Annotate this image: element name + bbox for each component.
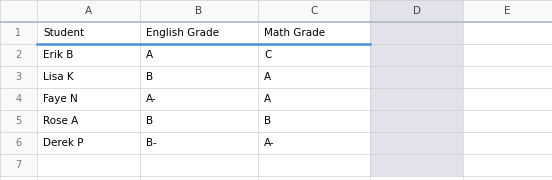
- Bar: [0, 44, 37, 66]
- Text: Lisa K: Lisa K: [43, 72, 73, 82]
- Bar: [258, 22, 370, 44]
- Bar: [37, 44, 140, 66]
- Bar: [258, 0, 370, 22]
- Text: B: B: [195, 6, 203, 16]
- Bar: [0, 132, 37, 154]
- Bar: [370, 44, 463, 66]
- Text: C: C: [310, 6, 318, 16]
- Bar: [37, 132, 140, 154]
- Bar: [463, 110, 552, 132]
- Text: 4: 4: [15, 94, 22, 104]
- Bar: [140, 0, 258, 22]
- Bar: [370, 88, 463, 110]
- Text: Rose A: Rose A: [43, 116, 78, 126]
- Bar: [463, 66, 552, 88]
- Bar: [0, 110, 37, 132]
- Bar: [463, 22, 552, 44]
- Text: English Grade: English Grade: [146, 28, 219, 38]
- Bar: [370, 110, 463, 132]
- Bar: [37, 0, 140, 22]
- Bar: [140, 88, 258, 110]
- Text: 5: 5: [15, 116, 22, 126]
- Text: 1: 1: [15, 28, 22, 38]
- Bar: [140, 110, 258, 132]
- Bar: [0, 22, 37, 44]
- Bar: [370, 132, 463, 154]
- Bar: [0, 66, 37, 88]
- Text: A: A: [264, 94, 271, 104]
- Text: 7: 7: [15, 160, 22, 170]
- Bar: [258, 110, 370, 132]
- Bar: [140, 66, 258, 88]
- Bar: [258, 88, 370, 110]
- Text: A: A: [146, 50, 153, 60]
- Bar: [370, 154, 463, 176]
- Text: B-: B-: [146, 138, 157, 148]
- Bar: [258, 154, 370, 176]
- Text: Math Grade: Math Grade: [264, 28, 325, 38]
- Text: A-: A-: [146, 94, 157, 104]
- Bar: [0, 0, 37, 22]
- Text: E: E: [504, 6, 511, 16]
- Text: Derek P: Derek P: [43, 138, 83, 148]
- Bar: [140, 44, 258, 66]
- Bar: [258, 132, 370, 154]
- Text: Student: Student: [43, 28, 84, 38]
- Text: B: B: [146, 72, 153, 82]
- Bar: [463, 88, 552, 110]
- Text: D: D: [412, 6, 421, 16]
- Bar: [37, 154, 140, 176]
- Text: C: C: [264, 50, 272, 60]
- Text: B: B: [146, 116, 153, 126]
- Bar: [140, 132, 258, 154]
- Bar: [37, 66, 140, 88]
- Text: A: A: [85, 6, 92, 16]
- Bar: [463, 132, 552, 154]
- Text: 3: 3: [15, 72, 22, 82]
- Bar: [37, 88, 140, 110]
- Bar: [258, 44, 370, 66]
- Bar: [370, 66, 463, 88]
- Bar: [463, 0, 552, 22]
- Bar: [463, 44, 552, 66]
- Text: B: B: [264, 116, 271, 126]
- Text: Faye N: Faye N: [43, 94, 78, 104]
- Bar: [37, 22, 140, 44]
- Text: Erik B: Erik B: [43, 50, 73, 60]
- Bar: [140, 154, 258, 176]
- Bar: [0, 154, 37, 176]
- Text: 6: 6: [15, 138, 22, 148]
- Text: A-: A-: [264, 138, 275, 148]
- Bar: [370, 22, 463, 44]
- Bar: [37, 110, 140, 132]
- Bar: [258, 66, 370, 88]
- Bar: [0, 88, 37, 110]
- Bar: [140, 22, 258, 44]
- Bar: [370, 0, 463, 22]
- Bar: [463, 154, 552, 176]
- Text: A: A: [264, 72, 271, 82]
- Text: 2: 2: [15, 50, 22, 60]
